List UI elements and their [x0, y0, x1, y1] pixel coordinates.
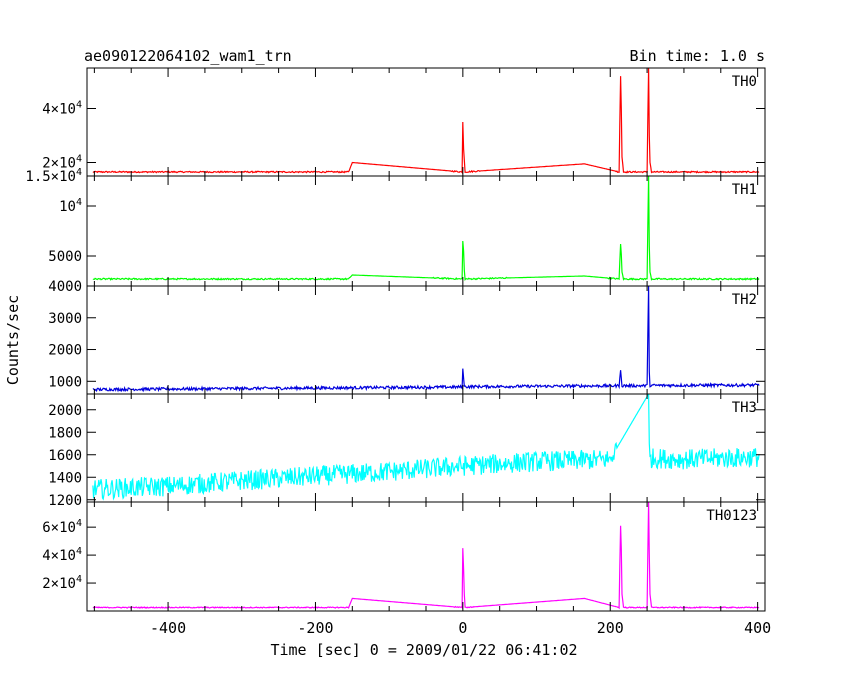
x-tick-label: -200: [297, 619, 333, 637]
series-line-th3: [92, 394, 760, 501]
panel-name-label: TH2: [732, 292, 757, 308]
y-tick-label: 1600: [48, 448, 82, 464]
x-tick-label: 0: [458, 619, 467, 637]
panel-frame: [86, 285, 766, 395]
chart-title: ae090122064102_wam1_trn: [84, 47, 292, 65]
panels-group: 1.5×1042×1044×104TH05000104TH11000200030…: [25, 67, 766, 612]
x-tick-label: -400: [150, 619, 186, 637]
panel-th1: 5000 104 TH1: [48, 175, 766, 287]
y-tick-label: 104: [59, 197, 82, 215]
y-tick-label: 4000: [48, 279, 82, 295]
y-tick-label: 2×104: [42, 154, 82, 172]
y-axis-label: Counts/sec: [4, 295, 22, 385]
panel-name-label: TH0123: [706, 508, 757, 524]
bin-time-label: Bin time: 1.0 s: [630, 47, 765, 65]
series-line-th1: [92, 176, 760, 282]
panel-frame: [86, 501, 766, 612]
panel-th3: 1200 1400 1600 1800 2000 TH3: [48, 393, 766, 509]
y-tick-label: 2000: [48, 343, 82, 359]
x-tick-label: 200: [597, 619, 624, 637]
y-tick-label: 1400: [48, 470, 82, 486]
x-tick-labels: -400 -200 0 200 400: [150, 619, 771, 637]
panel-frame: [86, 67, 766, 177]
series-line-th0123: [92, 502, 760, 610]
y-tick-label: 6×104: [42, 518, 82, 536]
y-tick-label: 1200: [48, 493, 82, 509]
y-tick-label: 1800: [48, 425, 82, 441]
y-tick-label: 2000: [48, 403, 82, 419]
series-line-th2: [92, 286, 760, 393]
x-axis-label: Time [sec] 0 = 2009/01/22 06:41:02: [270, 641, 577, 659]
panel-name-label: TH3: [732, 400, 757, 416]
panel-frame: [86, 175, 766, 287]
panel-th2: 1000 2000 3000 4000 TH2: [48, 279, 766, 395]
y-tick-label: 1000: [48, 374, 82, 390]
y-tick-label: 3000: [48, 311, 82, 327]
y-tick-label: 1.5×104: [25, 167, 82, 185]
panel-th0123: 2×104 4×104 6×104 TH0123: [42, 501, 766, 612]
panel-name-label: TH1: [732, 182, 757, 198]
series-line-th0: [92, 68, 760, 175]
y-tick-label: 5000: [48, 249, 82, 265]
panel-name-label: TH0: [732, 74, 757, 90]
y-tick-label: 4×104: [42, 546, 82, 564]
y-tick-label: 4×104: [42, 100, 82, 118]
x-tick-label: 400: [744, 619, 771, 637]
y-tick-label: 2×104: [42, 574, 82, 592]
